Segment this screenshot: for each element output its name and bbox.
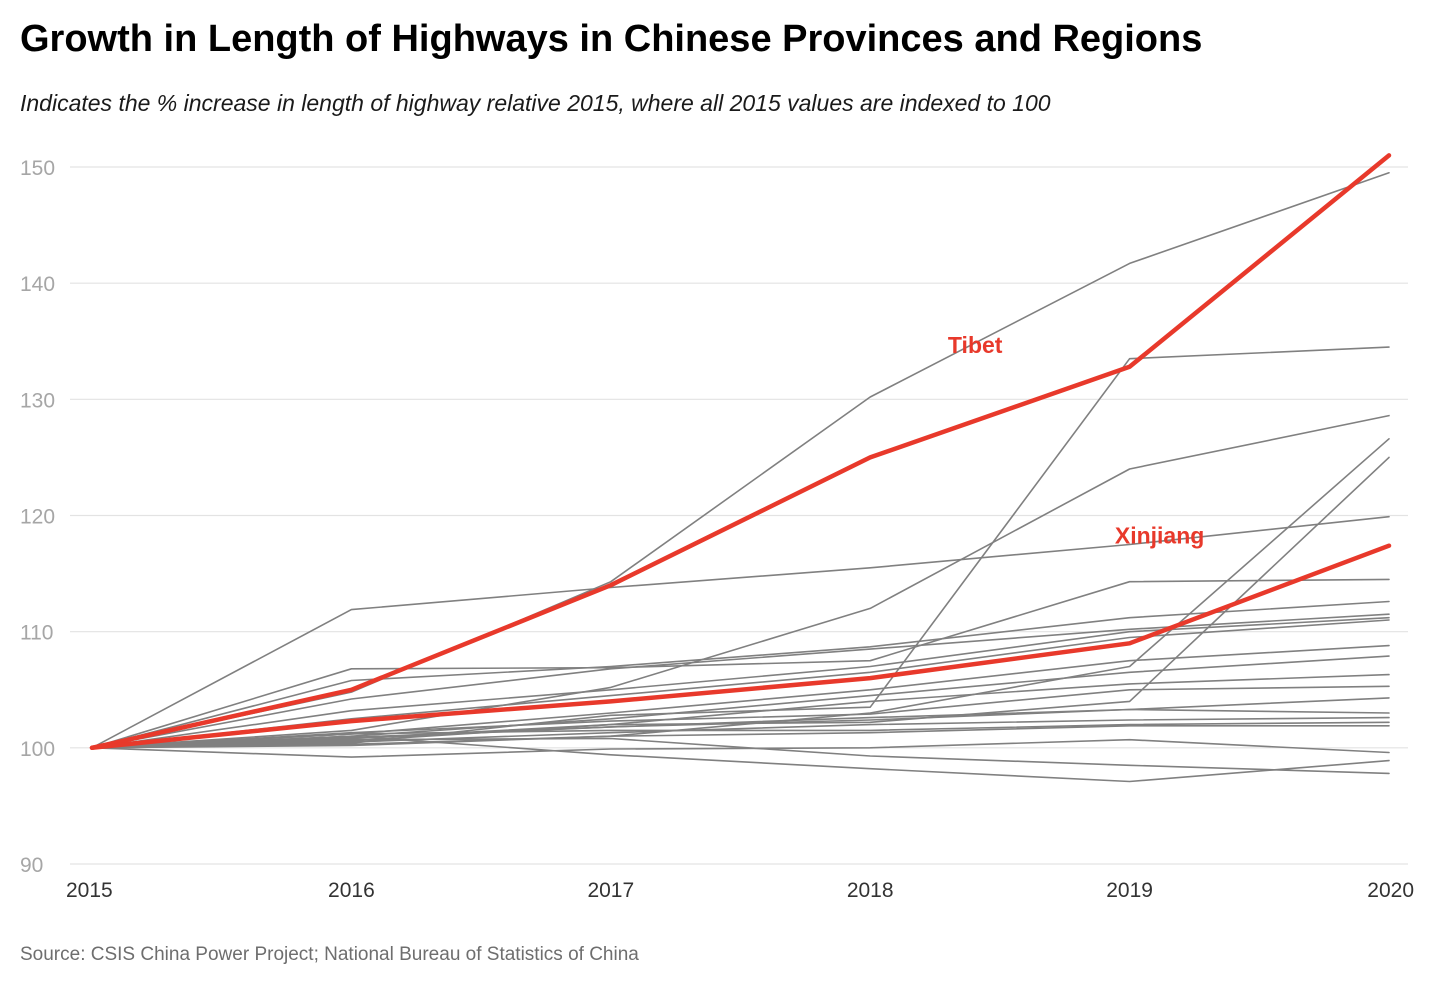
x-tick-label: 2018 [847,879,894,902]
series-line-other [91,515,1390,749]
series-line-other [91,725,1390,749]
y-tick-label: 140 [20,273,55,296]
y-tick-label: 120 [20,506,55,529]
x-tick-label: 2016 [328,879,375,902]
x-axis: 2015 2016 2017 2018 2019 2020 [66,879,1414,902]
annotation-xinjiang: Xinjiang [1115,522,1204,548]
highlighted-series-group [89,153,1392,751]
series-line-other [91,172,1390,749]
y-tick-label: 100 [20,738,55,761]
series-line-xinjiang [89,543,1392,751]
x-tick-label: 2019 [1106,879,1153,902]
annotations: Tibet Xinjiang [948,332,1204,549]
series-line-other [91,721,1390,749]
series-line-tibet [89,153,1392,751]
chart-subtitle: Indicates the % increase in length of hi… [20,90,1051,116]
x-tick-label: 2017 [587,879,634,902]
y-tick-label: 130 [20,389,55,412]
series-line-other [91,708,1390,749]
source-note: Source: CSIS China Power Project; Nation… [20,944,639,965]
y-axis: 90 100 110 120 130 140 150 [20,157,55,877]
grid-lines [70,166,1408,865]
x-tick-label: 2020 [1367,879,1414,902]
series-line-other [91,685,1390,749]
series-line-other [91,414,1390,749]
series-line-other [91,673,1390,749]
series-line-other [91,600,1390,749]
y-tick-label: 110 [20,622,53,645]
series-line-other [91,346,1390,749]
series-line-other [91,735,1390,783]
series-line-other [91,697,1390,749]
series-line-other [91,737,1390,775]
x-tick-label: 2015 [66,879,113,902]
series-line-other [91,716,1390,749]
annotation-tibet: Tibet [948,332,1003,358]
y-tick-label: 90 [20,854,43,877]
series-line-other [91,738,1390,758]
chart-title: Growth in Length of Highways in Chinese … [20,18,1203,60]
series-line-other [91,578,1390,749]
y-tick-label: 150 [20,157,55,180]
